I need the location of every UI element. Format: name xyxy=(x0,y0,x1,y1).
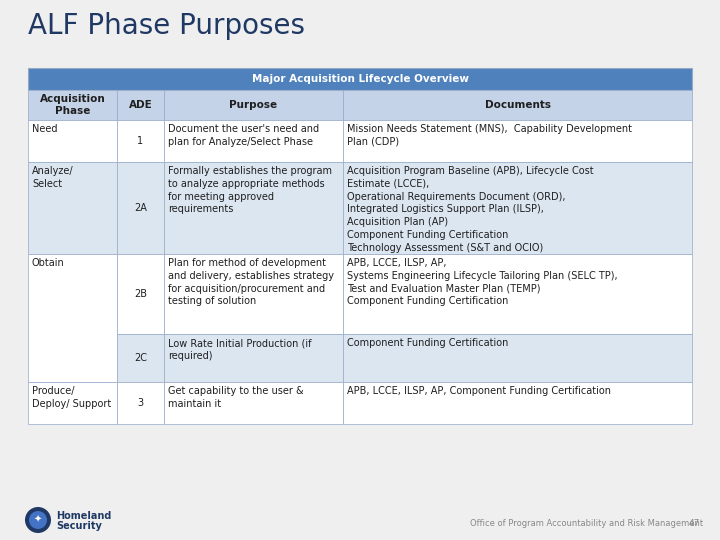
Bar xyxy=(28,90,117,120)
Bar xyxy=(164,334,343,382)
Bar xyxy=(117,90,164,120)
Text: ✦: ✦ xyxy=(34,515,42,525)
Text: Obtain: Obtain xyxy=(32,258,65,268)
Bar xyxy=(164,254,343,334)
Bar xyxy=(343,382,692,424)
Text: ADE: ADE xyxy=(129,100,153,110)
Text: Formally establishes the program
to analyze appropriate methods
for meeting appr: Formally establishes the program to anal… xyxy=(168,166,332,214)
Text: Component Funding Certification: Component Funding Certification xyxy=(347,338,508,348)
Text: Acquisition
Phase: Acquisition Phase xyxy=(40,93,105,117)
Bar xyxy=(28,68,692,90)
Bar xyxy=(164,162,343,254)
Text: 3: 3 xyxy=(138,398,143,408)
Text: Major Acquisition Lifecycle Overview: Major Acquisition Lifecycle Overview xyxy=(251,74,469,84)
Bar xyxy=(117,334,164,382)
Text: 2C: 2C xyxy=(134,353,147,363)
Text: Low Rate Initial Production (if
required): Low Rate Initial Production (if required… xyxy=(168,338,312,361)
Bar xyxy=(164,90,343,120)
Text: Need: Need xyxy=(32,124,58,134)
Text: Plan for method of development
and delivery, establishes strategy
for acquisitio: Plan for method of development and deliv… xyxy=(168,258,334,306)
Text: APB, LCCE, ILSP, AP, Component Funding Certification: APB, LCCE, ILSP, AP, Component Funding C… xyxy=(347,386,611,396)
Text: Get capability to the user &
maintain it: Get capability to the user & maintain it xyxy=(168,386,304,409)
Bar xyxy=(343,334,692,382)
Bar xyxy=(117,382,164,424)
Text: Analyze/
Select: Analyze/ Select xyxy=(32,166,73,189)
Text: Office of Program Accountability and Risk Management: Office of Program Accountability and Ris… xyxy=(470,519,703,529)
Text: Documents: Documents xyxy=(485,100,551,110)
Bar xyxy=(343,162,692,254)
Text: ALF Phase Purposes: ALF Phase Purposes xyxy=(28,12,305,40)
Text: Produce/
Deploy/ Support: Produce/ Deploy/ Support xyxy=(32,386,112,409)
Bar xyxy=(117,254,164,334)
Bar xyxy=(164,382,343,424)
Text: Homeland: Homeland xyxy=(56,511,112,521)
Bar xyxy=(117,162,164,254)
Text: Document the user's need and
plan for Analyze/Select Phase: Document the user's need and plan for An… xyxy=(168,124,319,147)
Bar xyxy=(164,120,343,162)
Text: 47: 47 xyxy=(688,519,700,529)
Bar xyxy=(343,254,692,334)
Bar xyxy=(343,120,692,162)
Text: 2B: 2B xyxy=(134,289,147,299)
Bar xyxy=(28,254,117,382)
Text: Security: Security xyxy=(56,521,102,531)
Bar xyxy=(28,120,117,162)
Bar xyxy=(28,382,117,424)
Text: 1: 1 xyxy=(138,136,143,146)
Text: APB, LCCE, ILSP, AP,
Systems Engineering Lifecycle Tailoring Plan (SELC TP),
Tes: APB, LCCE, ILSP, AP, Systems Engineering… xyxy=(347,258,618,306)
Circle shape xyxy=(29,511,47,529)
Text: 2A: 2A xyxy=(134,203,147,213)
Text: Purpose: Purpose xyxy=(230,100,278,110)
Bar xyxy=(343,90,692,120)
Text: Mission Needs Statement (MNS),  Capability Development
Plan (CDP): Mission Needs Statement (MNS), Capabilit… xyxy=(347,124,632,147)
Circle shape xyxy=(25,507,51,533)
Bar xyxy=(28,162,117,254)
Bar xyxy=(117,120,164,162)
Text: Acquisition Program Baseline (APB), Lifecycle Cost
Estimate (LCCE),
Operational : Acquisition Program Baseline (APB), Life… xyxy=(347,166,593,253)
